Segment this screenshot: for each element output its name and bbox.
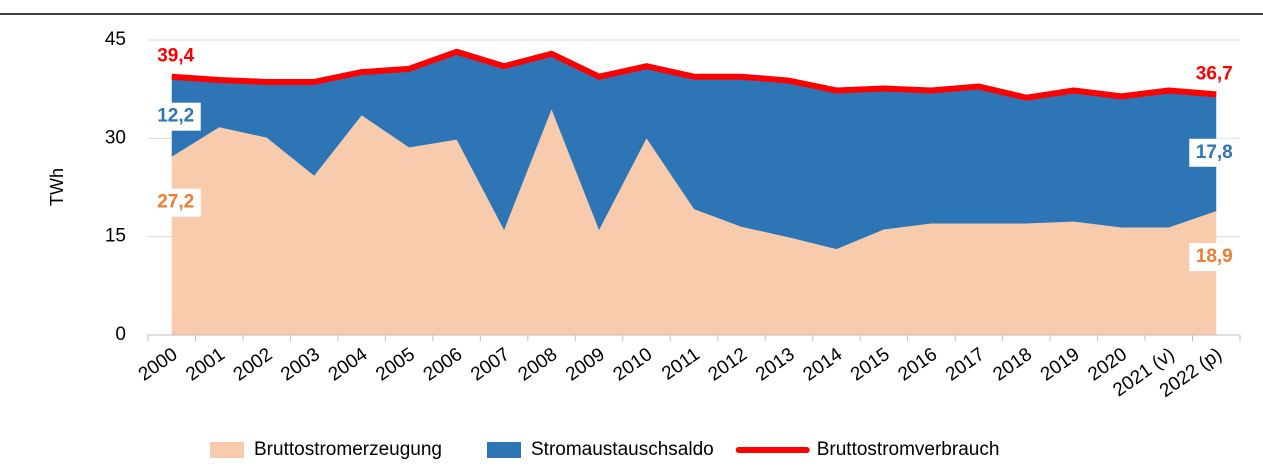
- area: [171, 51, 1217, 250]
- x-tick-label: 2015: [847, 344, 894, 385]
- area: [171, 109, 1217, 335]
- data-label: 17,8: [1196, 142, 1233, 163]
- legend-label: Bruttostromerzeugung: [254, 439, 442, 460]
- x-tick-label: 2018: [989, 344, 1036, 385]
- x-tick-label: 2004: [325, 344, 372, 386]
- data-label: 36,7: [1196, 63, 1233, 84]
- areas: [171, 51, 1217, 335]
- legend-swatch: [210, 442, 244, 458]
- x-tick-label: 2014: [799, 344, 846, 386]
- y-tick-label: 15: [105, 226, 126, 247]
- x-tick-label: 2003: [277, 344, 324, 385]
- x-tick-label: 2017: [942, 344, 989, 385]
- data-label: 27,2: [157, 192, 194, 213]
- x-tick-label: 2006: [420, 344, 467, 385]
- legend-label: Bruttostromverbrauch: [817, 439, 1000, 460]
- x-tick-label: 2016: [894, 344, 941, 385]
- data-label: 12,2: [157, 106, 194, 127]
- label-box: [1189, 243, 1240, 272]
- y-tick-label: 30: [105, 127, 126, 148]
- x-tick-label: 2012: [705, 344, 752, 385]
- x-tick-label: 2010: [610, 344, 657, 385]
- label-box: [150, 188, 201, 217]
- legend-label: Stromaustauschsaldo: [531, 439, 714, 460]
- x-tick-label: 2013: [752, 344, 799, 385]
- x-tick-label: 2009: [562, 344, 609, 385]
- x-tick-label: 2011: [658, 344, 704, 385]
- y-tick-label: 0: [115, 324, 126, 345]
- x-tick-label: 2008: [515, 344, 562, 385]
- data-label: 39,4: [157, 46, 194, 67]
- x-tick-label: 2005: [372, 344, 419, 385]
- x-tick-label: 2000: [135, 344, 182, 385]
- x-tick-label: 2007: [467, 344, 514, 385]
- x-tick-label: 2019: [1037, 344, 1084, 385]
- x-tick-label: 2001: [182, 344, 229, 385]
- label-box: [150, 102, 201, 131]
- data-label: 18,9: [1196, 246, 1233, 267]
- y-tick-label: 45: [105, 29, 126, 50]
- legend-swatch: [487, 442, 521, 458]
- label-box: [1189, 138, 1240, 167]
- line: [171, 48, 1217, 101]
- x-tick-label: 2002: [230, 344, 277, 385]
- y-axis-label: TWh: [47, 168, 67, 206]
